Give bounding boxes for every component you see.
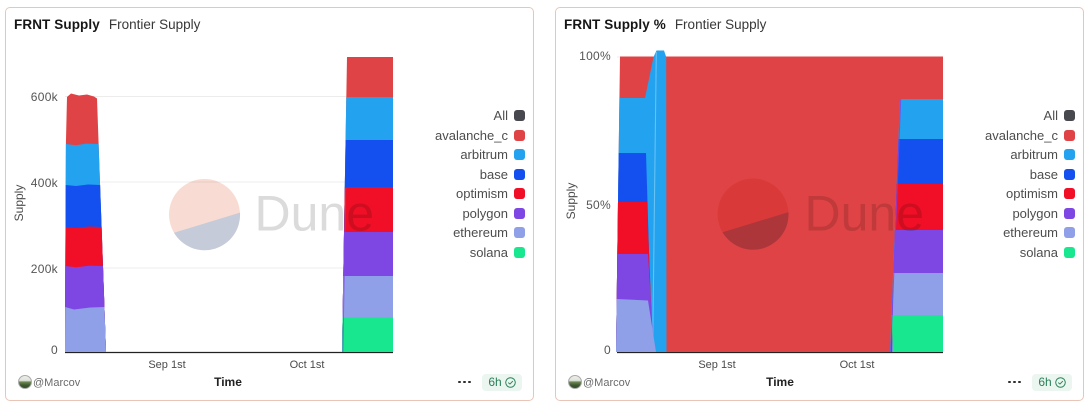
svg-text:Dune: Dune xyxy=(255,186,375,242)
svg-text:Dune: Dune xyxy=(805,186,925,242)
